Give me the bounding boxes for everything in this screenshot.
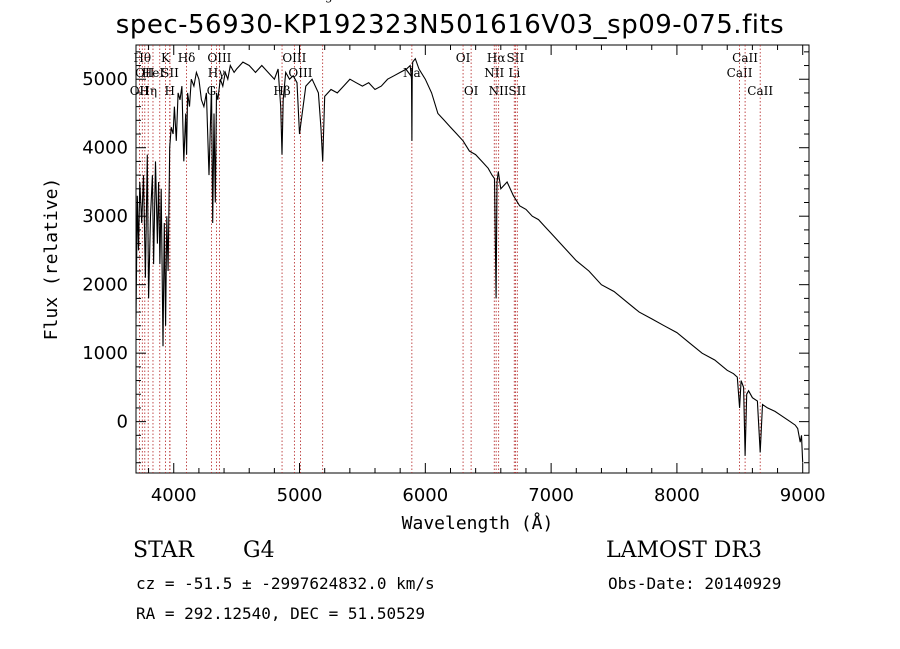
line-marker-label: Hθ bbox=[133, 51, 151, 65]
line-marker-label: HeI bbox=[142, 66, 165, 80]
line-marker-label: K bbox=[161, 51, 171, 65]
line-marker-label: Hγ bbox=[208, 66, 226, 80]
flux-series-line bbox=[136, 57, 804, 463]
line-marker-label: OIII bbox=[207, 51, 231, 65]
line-marker-label: SII bbox=[161, 66, 179, 80]
y-axis-label: Flux (relative) bbox=[41, 178, 62, 341]
x-tick-label: 5000 bbox=[277, 485, 323, 506]
x-tick-label: 8000 bbox=[654, 485, 700, 506]
y-tick-label: 3000 bbox=[82, 206, 128, 227]
line-marker-label: Hδ bbox=[178, 51, 196, 65]
x-axis-label: Wavelength (Å) bbox=[402, 512, 554, 534]
y-tick-label: 0 bbox=[117, 412, 128, 433]
coordinates-readout: RA = 292.12540, DEC = 51.50529 bbox=[136, 604, 425, 623]
line-marker-label: Hα bbox=[487, 51, 506, 65]
line-marker-label: CaII bbox=[727, 66, 753, 80]
line-marker-label: OIII bbox=[282, 51, 306, 65]
x-tick-label: 9000 bbox=[780, 485, 826, 506]
line-marker-label: SII bbox=[508, 84, 526, 98]
line-marker-label: Mg bbox=[313, 0, 333, 3]
y-tick-label: 1000 bbox=[82, 343, 128, 364]
line-marker-label: Hη bbox=[139, 84, 157, 98]
plot-frame bbox=[135, 44, 810, 474]
line-marker-label: CaII bbox=[732, 51, 758, 65]
survey-name: LAMOST DR3 bbox=[606, 538, 762, 563]
line-marker-label: NII bbox=[489, 84, 509, 98]
line-marker-label: Hβ bbox=[273, 84, 290, 98]
x-tick-label: 4000 bbox=[151, 485, 197, 506]
line-marker-label: NII bbox=[484, 66, 504, 80]
line-marker-label: Li bbox=[508, 66, 520, 80]
y-tick-label: 5000 bbox=[82, 69, 128, 90]
line-marker-label: OIII bbox=[288, 66, 312, 80]
line-marker-label: OI bbox=[464, 84, 479, 98]
y-tick-label: 2000 bbox=[82, 275, 128, 296]
chart-title: spec-56930-KP192323N501616V03_sp09-075.f… bbox=[115, 10, 785, 40]
x-tick-label: 7000 bbox=[528, 485, 574, 506]
object-class: STAR bbox=[133, 538, 194, 563]
line-marker-label: OI bbox=[456, 51, 471, 65]
obs-date: Obs-Date: 20140929 bbox=[608, 574, 782, 593]
line-marker-label: SII bbox=[507, 51, 525, 65]
line-marker-label: OII bbox=[135, 66, 155, 80]
object-subclass: G4 bbox=[243, 538, 275, 563]
line-marker-label: CaII bbox=[747, 84, 773, 98]
redshift-readout: cz = -51.5 ± -2997624832.0 km/s bbox=[136, 574, 435, 593]
y-tick-label: 4000 bbox=[82, 138, 128, 159]
x-tick-label: 6000 bbox=[402, 485, 448, 506]
